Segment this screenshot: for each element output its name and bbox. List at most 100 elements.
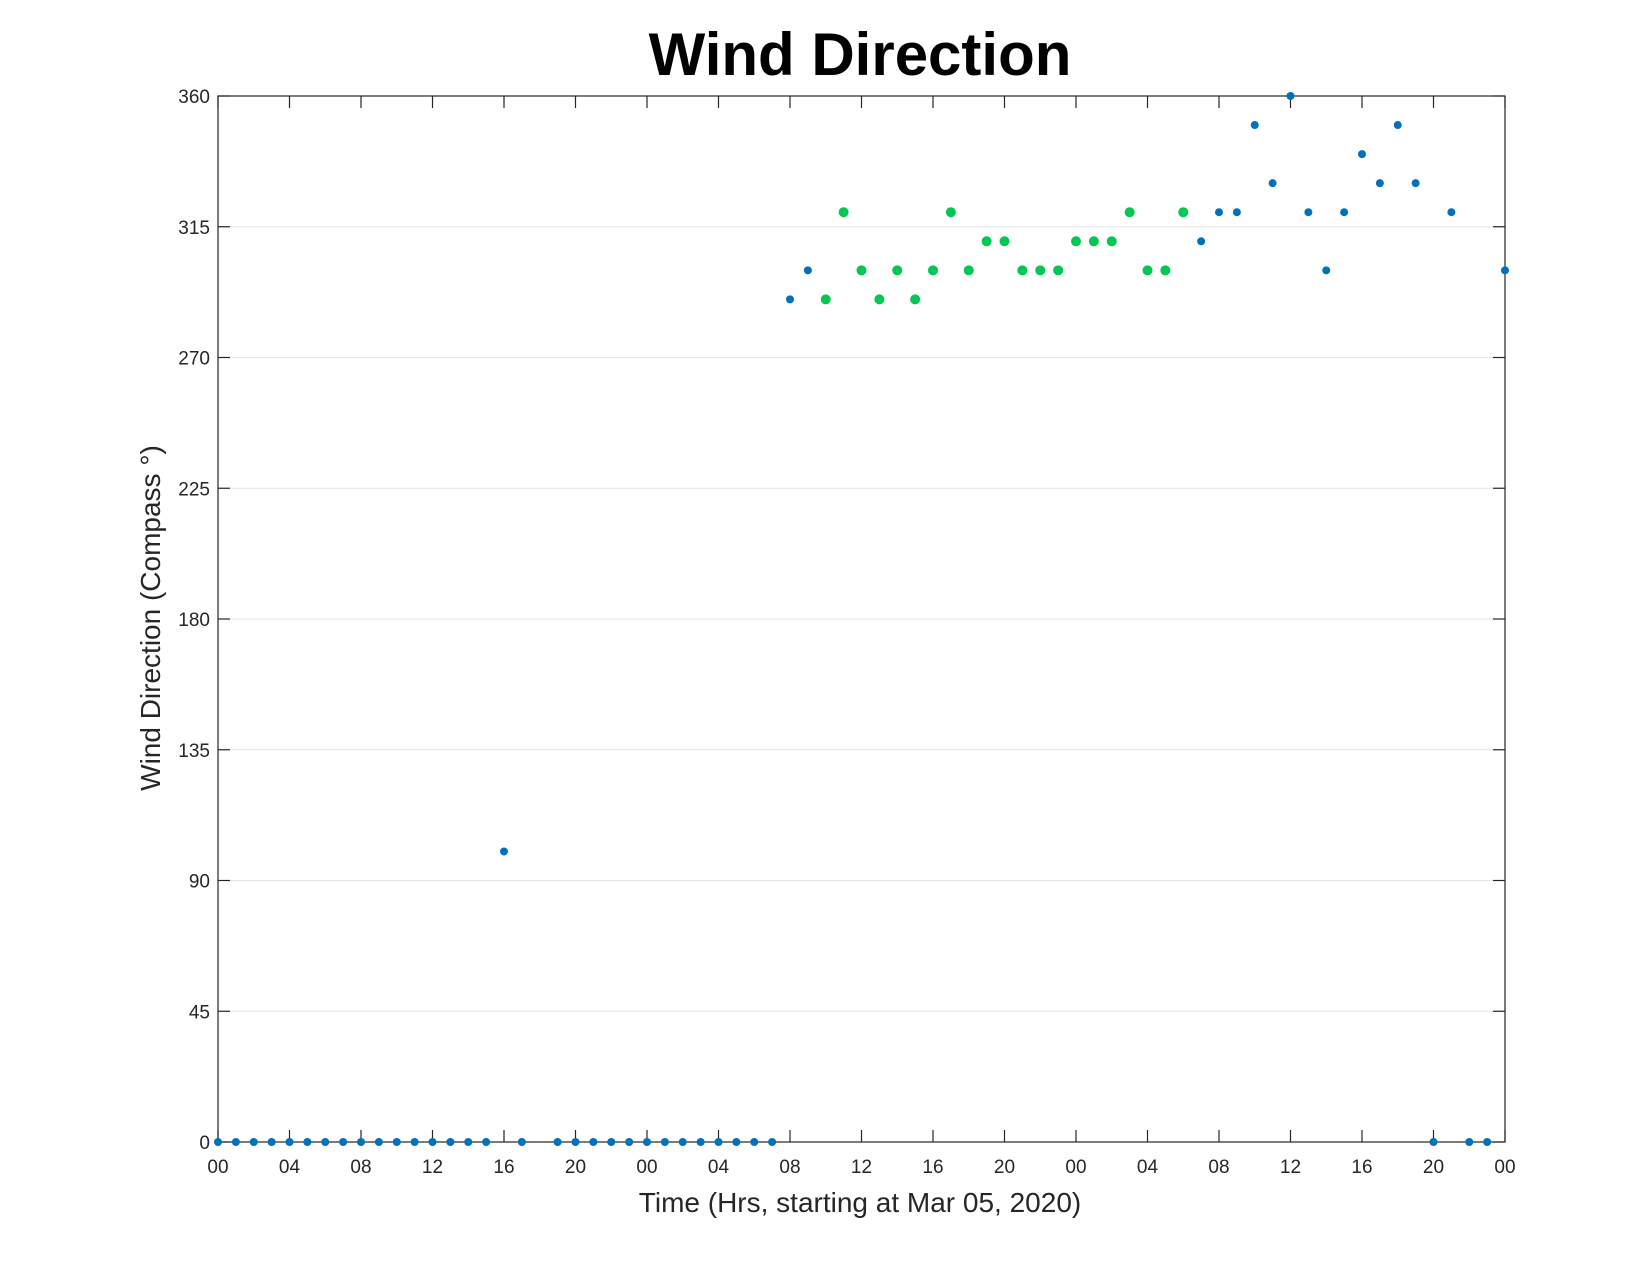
data-point — [1429, 1138, 1438, 1146]
data-point — [1375, 179, 1384, 188]
data-point — [1501, 266, 1509, 275]
data-point — [1250, 121, 1259, 130]
data-point — [1197, 237, 1206, 246]
data-point — [392, 1138, 401, 1146]
series-2 — [820, 207, 1189, 305]
data-point — [1160, 265, 1171, 276]
data-point — [214, 1138, 222, 1146]
data-point — [357, 1138, 365, 1146]
y-tick-label: 270 — [178, 349, 210, 370]
data-point — [428, 1138, 437, 1146]
data-point — [945, 207, 956, 218]
data-point — [1322, 266, 1331, 275]
data-point — [1106, 236, 1117, 247]
data-point — [1215, 208, 1223, 217]
x-tick-label: 20 — [1423, 1157, 1444, 1178]
y-tick-label: 180 — [178, 610, 210, 631]
x-tick-label: 00 — [207, 1157, 228, 1178]
data-point — [1178, 207, 1189, 218]
data-point — [553, 1138, 562, 1146]
y-tick-label: 360 — [178, 87, 210, 108]
data-point — [482, 1138, 491, 1146]
data-point — [607, 1138, 616, 1146]
data-point — [981, 236, 992, 247]
data-point — [571, 1138, 580, 1146]
data-point — [321, 1138, 330, 1146]
data-point — [838, 207, 849, 218]
data-point — [1071, 236, 1081, 247]
data-point — [678, 1138, 687, 1146]
data-point — [1340, 208, 1349, 217]
y-axis-label: Wind Direction (Compass °) — [135, 445, 166, 791]
data-point — [856, 265, 867, 276]
data-point — [589, 1138, 598, 1146]
x-tick-label: 16 — [922, 1157, 943, 1178]
data-point — [874, 294, 885, 305]
grid-lines — [218, 226, 1505, 1012]
data-point — [1017, 265, 1028, 276]
x-axis-label: Time (Hrs, starting at Mar 05, 2020) — [639, 1187, 1081, 1218]
data-point — [500, 847, 508, 856]
x-tick-label: 08 — [350, 1157, 371, 1178]
data-point — [339, 1138, 348, 1146]
data-point — [249, 1138, 258, 1146]
data-point — [231, 1138, 240, 1146]
data-point — [1358, 150, 1366, 159]
data-point — [768, 1138, 777, 1146]
x-tick-label: 12 — [1280, 1157, 1301, 1178]
y-tick-label: 0 — [199, 1133, 210, 1154]
data-point — [732, 1138, 741, 1146]
data-point — [1268, 179, 1277, 188]
x-tick-label: 12 — [851, 1157, 872, 1178]
data-point — [786, 295, 794, 304]
x-tick-label: 20 — [565, 1157, 586, 1178]
axis-ticks: 0 45 90 135 180 225 270 315 360 00 04 08 12 16 20 00 04 0… — [178, 87, 1515, 1178]
x-tick-label: 04 — [279, 1157, 301, 1178]
data-point — [696, 1138, 705, 1146]
data-point — [643, 1138, 651, 1146]
chart-title: Wind Direction — [649, 21, 1072, 88]
data-point — [1088, 236, 1099, 247]
data-point — [410, 1138, 419, 1146]
data-point — [750, 1138, 759, 1146]
x-tick-label: 16 — [1351, 1157, 1372, 1178]
data-point — [446, 1138, 455, 1146]
data-point — [267, 1138, 276, 1146]
data-point — [892, 265, 903, 276]
data-points — [214, 92, 1509, 1146]
data-point — [1304, 208, 1313, 217]
data-point — [1053, 265, 1064, 276]
series-1 — [214, 92, 1509, 1146]
y-tick-label: 315 — [178, 218, 210, 239]
data-point — [999, 236, 1010, 247]
x-tick-label: 16 — [493, 1157, 514, 1178]
data-point — [1035, 265, 1046, 276]
data-point — [1393, 121, 1402, 130]
data-point — [660, 1138, 669, 1146]
data-point — [1465, 1138, 1474, 1146]
y-tick-label: 225 — [178, 479, 210, 500]
x-tick-label: 08 — [779, 1157, 800, 1178]
x-tick-label: 12 — [422, 1157, 443, 1178]
x-tick-label: 04 — [1137, 1157, 1159, 1178]
data-point — [1447, 208, 1456, 217]
data-point — [285, 1138, 294, 1146]
data-point — [1142, 265, 1153, 276]
data-point — [464, 1138, 473, 1146]
data-point — [1124, 207, 1135, 218]
data-point — [910, 294, 921, 305]
x-tick-label: 08 — [1208, 1157, 1229, 1178]
data-point — [1483, 1138, 1492, 1146]
data-point — [820, 294, 831, 305]
x-tick-label: 00 — [1494, 1157, 1515, 1178]
x-tick-label: 20 — [994, 1157, 1015, 1178]
data-point — [1286, 92, 1295, 100]
data-point — [374, 1138, 383, 1146]
y-tick-label: 135 — [178, 741, 210, 762]
y-tick-label: 45 — [189, 1002, 210, 1023]
data-point — [625, 1138, 634, 1146]
data-point — [1411, 179, 1420, 188]
x-tick-label: 00 — [1065, 1157, 1086, 1178]
data-point — [1232, 208, 1241, 217]
x-tick-label: 04 — [708, 1157, 730, 1178]
